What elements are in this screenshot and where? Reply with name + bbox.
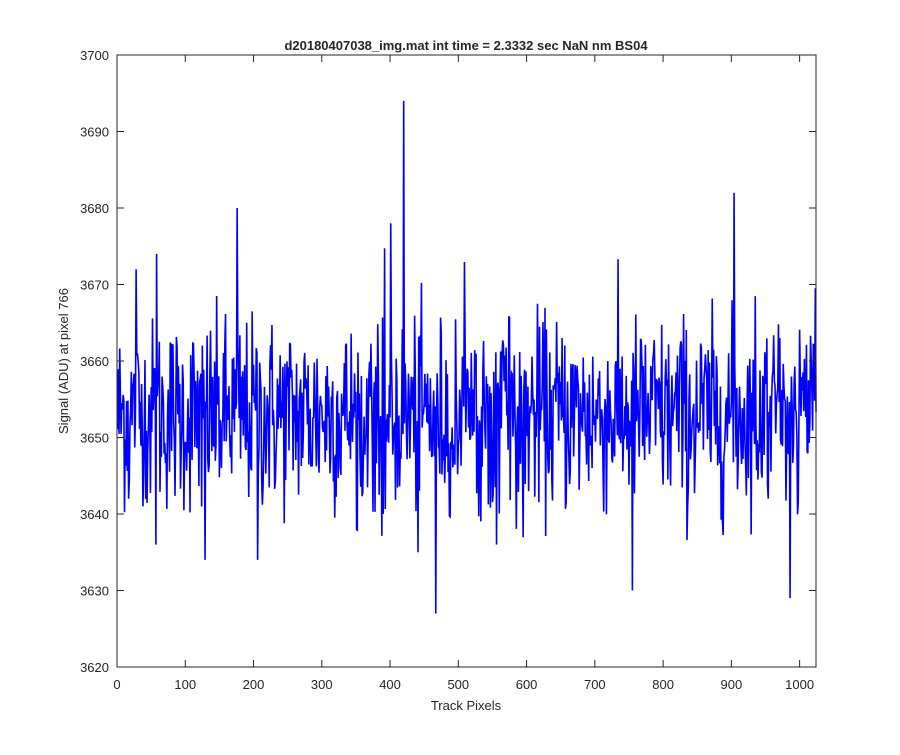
- y-tick-label: 3620: [80, 660, 109, 675]
- x-tick-label: 200: [243, 677, 265, 692]
- x-tick-label: 400: [379, 677, 401, 692]
- y-tick-label: 3700: [80, 48, 109, 63]
- x-axis: 0 100 200 300 400 500 600 700 800 900 1000: [113, 55, 814, 692]
- y-tick-label: 3640: [80, 507, 109, 522]
- x-tick-label: 0: [113, 677, 120, 692]
- series-layer: [116, 100, 817, 614]
- x-tick-label: 100: [174, 677, 196, 692]
- y-tick-label: 3650: [80, 431, 109, 446]
- y-tick-label: 3670: [80, 278, 109, 293]
- y-axis-label: Signal (ADU) at pixel 766: [56, 288, 71, 434]
- x-tick-label: 500: [447, 677, 469, 692]
- y-tick-label: 3680: [80, 201, 109, 216]
- chart-title: d20180407038_img.mat int time = 2.3332 s…: [284, 38, 648, 53]
- x-tick-label: 900: [721, 677, 743, 692]
- y-tick-label: 3690: [80, 125, 109, 140]
- x-tick-label: 300: [311, 677, 333, 692]
- y-axis: 3620 3630 3640 3650 3660 3670 3680 3690 3700: [80, 48, 816, 675]
- y-tick-label: 3630: [80, 584, 109, 599]
- x-tick-label: 800: [652, 677, 674, 692]
- x-tick-label: 700: [584, 677, 606, 692]
- signal-series-line: [116, 100, 817, 614]
- y-tick-label: 3660: [80, 354, 109, 369]
- x-tick-label: 600: [516, 677, 538, 692]
- x-tick-label: 1000: [785, 677, 814, 692]
- x-axis-label: Track Pixels: [431, 698, 502, 713]
